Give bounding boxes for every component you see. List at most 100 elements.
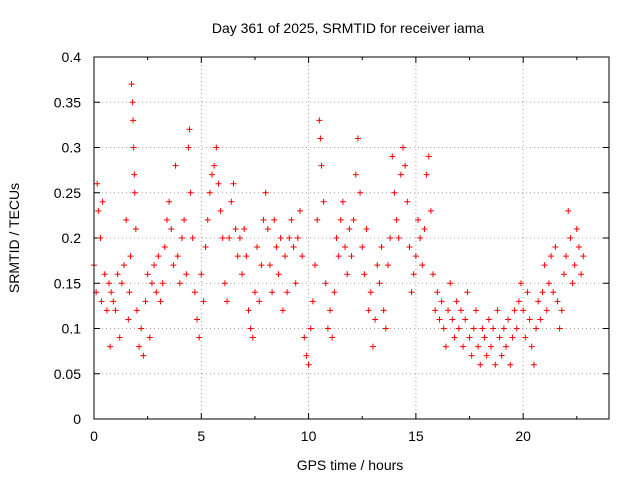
data-point [337, 216, 344, 223]
data-point [271, 216, 278, 223]
data-point [412, 253, 419, 260]
data-point [178, 235, 185, 241]
data-point [479, 325, 486, 332]
data-point [322, 280, 329, 287]
data-point [363, 225, 370, 232]
data-point [189, 235, 196, 241]
data-point [533, 325, 540, 332]
data-point [513, 325, 520, 332]
data-point [266, 262, 273, 269]
chart-title: Day 361 of 2025, SRMTID for receiver iam… [212, 20, 485, 36]
data-point [500, 325, 507, 332]
data-point [185, 144, 192, 151]
data-point [232, 225, 239, 232]
data-point [520, 307, 527, 314]
data-point [108, 289, 115, 296]
data-point [288, 216, 295, 223]
y-axis-label: SRMTID / TECUs [6, 183, 22, 293]
data-point [378, 244, 385, 251]
data-point [324, 325, 331, 332]
data-point [277, 235, 284, 241]
data-point [580, 253, 587, 260]
y-tick-label: 0.35 [54, 94, 81, 110]
data-point [367, 289, 374, 296]
data-point [554, 298, 561, 305]
data-point [550, 289, 557, 296]
data-point [307, 325, 314, 332]
y-tick-label: 0.2 [62, 230, 82, 246]
data-point [526, 316, 533, 323]
data-point [457, 307, 464, 314]
data-point [350, 216, 357, 223]
data-point [241, 225, 248, 232]
data-point [515, 298, 522, 305]
data-point [455, 325, 462, 332]
data-point [485, 316, 492, 323]
data-point [254, 244, 261, 251]
data-point [245, 307, 252, 314]
data-point [153, 289, 160, 296]
data-point [342, 244, 349, 251]
data-point [196, 334, 203, 341]
data-point [423, 171, 430, 178]
data-point [314, 216, 321, 223]
data-point [421, 225, 428, 232]
data-point [344, 271, 351, 278]
y-tick-label: 0.1 [62, 321, 82, 337]
data-point [130, 117, 137, 124]
data-point [94, 180, 101, 187]
data-point [470, 325, 477, 332]
data-point [312, 262, 319, 269]
data-point [331, 289, 338, 296]
data-point [209, 171, 216, 178]
data-point [176, 280, 183, 287]
y-tick-label: 0.15 [54, 275, 81, 291]
x-tick-label: 5 [197, 428, 205, 444]
data-points [91, 81, 587, 368]
data-point [131, 189, 138, 196]
data-point [565, 207, 572, 214]
data-point [140, 352, 147, 359]
data-point [200, 298, 207, 305]
data-point [372, 316, 379, 323]
data-point [157, 298, 164, 305]
data-point [387, 235, 394, 241]
data-point [359, 244, 366, 251]
data-point [251, 289, 258, 296]
x-tick-label: 20 [515, 428, 531, 444]
data-point [98, 298, 105, 305]
data-point [460, 343, 467, 350]
data-point [569, 280, 576, 287]
data-point [365, 307, 372, 314]
data-point [206, 189, 213, 196]
data-point [118, 280, 125, 287]
data-point [477, 361, 484, 368]
data-point [402, 162, 409, 169]
data-point [376, 280, 383, 287]
data-point [99, 198, 106, 205]
y-tick-label: 0.3 [62, 140, 82, 156]
data-point [174, 253, 181, 260]
data-point [163, 216, 170, 223]
data-point [528, 343, 535, 350]
data-point [303, 352, 310, 359]
data-point [95, 207, 102, 214]
data-point [389, 153, 396, 160]
data-point [151, 262, 158, 269]
data-point [415, 216, 422, 223]
data-point [236, 235, 243, 241]
data-point [468, 352, 475, 359]
data-point [131, 171, 138, 178]
data-point [290, 244, 297, 251]
data-point [136, 343, 143, 350]
data-point [228, 198, 235, 205]
data-point [249, 334, 256, 341]
data-point [361, 271, 368, 278]
data-point [382, 325, 389, 332]
x-tick-label: 0 [90, 428, 98, 444]
data-point [186, 126, 193, 133]
data-point [146, 334, 153, 341]
data-point [159, 280, 166, 287]
data-point [191, 289, 198, 296]
data-point [545, 280, 552, 287]
